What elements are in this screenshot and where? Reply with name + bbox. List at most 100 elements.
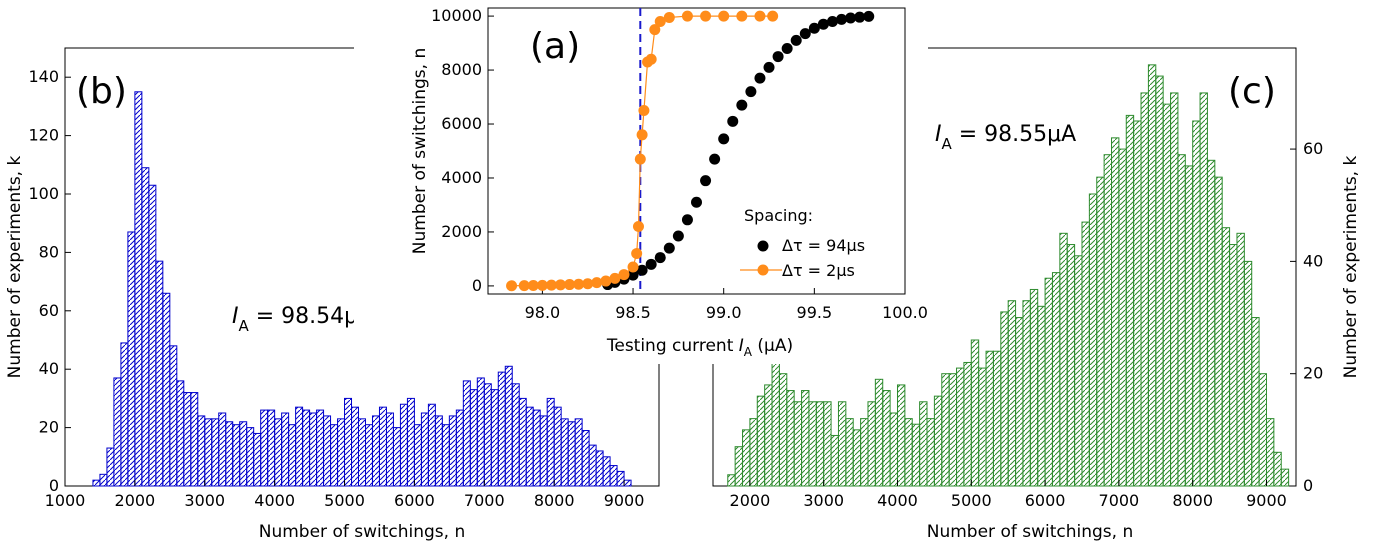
series-94us-point <box>745 86 757 98</box>
panel-b-x-tick-label: 7000 <box>464 491 505 510</box>
panel-a-inset: 98.0 98.5 99.0 99.5 100.0 0 2000 4000 6000 8000 1… <box>354 0 928 364</box>
series-94us-point <box>654 252 666 264</box>
panel-c-bar <box>1000 311 1009 487</box>
panel-b-bar <box>120 342 129 487</box>
panel-b-bar <box>148 184 157 487</box>
panel-b-bar <box>448 415 457 487</box>
series-2us-point <box>600 275 612 287</box>
panel-c-y-axis-title: Number of experiments, k <box>1341 156 1361 379</box>
panel-b-bar <box>455 409 464 487</box>
panel-b-bar <box>239 421 248 487</box>
panel-c-bar <box>1229 244 1238 487</box>
panel-c-bar <box>1221 227 1231 487</box>
panel-a-x-ticks: 98.0 98.5 99.0 99.5 100.0 <box>525 288 928 322</box>
panel-b-bar <box>490 389 499 487</box>
panel-c-bar <box>1044 277 1053 487</box>
panel-c-bar <box>956 367 965 487</box>
panel-c-y-tick-label: 0 <box>1303 476 1313 495</box>
panel-a-y-ticks: 0 2000 4000 6000 8000 10000 <box>431 6 494 295</box>
panel-b-bar <box>609 465 618 487</box>
panel-c-bar <box>1074 255 1083 487</box>
series-94us-point <box>817 18 829 30</box>
panel-b-x-axis-title: Number of switchings, n <box>259 522 465 542</box>
panel-c-bar <box>882 390 891 487</box>
panel-a-frame <box>487 7 906 295</box>
panel-b-bar <box>616 470 625 487</box>
panel-b-y-tick-label: 60 <box>39 301 59 320</box>
series-2us-point <box>645 53 657 65</box>
series-94us-point <box>799 28 811 40</box>
series-2us-point <box>536 279 548 291</box>
panel-c-bar <box>786 390 795 487</box>
panel-c-x-axis-title: Number of switchings, n <box>927 522 1133 542</box>
panel-c-bar <box>1111 137 1120 487</box>
panel-c-bar <box>1214 176 1223 487</box>
panel-b-bar <box>92 479 101 487</box>
panel-c-bar <box>823 401 832 487</box>
panel-c-bar <box>1103 154 1113 487</box>
panel-b-bar <box>427 403 436 487</box>
panel-b-label: (b) <box>76 71 127 112</box>
panel-c-x-tick-label: 9000 <box>1246 491 1287 510</box>
panel-b-x-tick-label: 6000 <box>394 491 435 510</box>
panel-b-bar <box>532 409 541 487</box>
panel-a-y-tick-label: 0 <box>472 276 482 295</box>
panel-b-bar <box>288 424 297 487</box>
panel-c-annotation-subscript: A <box>942 135 953 153</box>
panel-b-bar <box>302 409 311 487</box>
panel-c-bar <box>756 395 766 487</box>
panel-b-bar <box>106 447 115 487</box>
panel-b-bar <box>295 406 304 487</box>
panel-c-bar <box>867 401 876 487</box>
panel-c-bar <box>771 361 780 487</box>
panel-b-bars <box>92 91 632 487</box>
legend-marker-2us <box>757 264 769 276</box>
panel-b-bar <box>595 450 604 487</box>
panel-b-bar <box>204 418 213 487</box>
panel-b-bar <box>232 424 241 487</box>
panel-b-bar <box>267 409 276 487</box>
series-2us-point <box>609 272 621 284</box>
panel-b-bar <box>323 415 332 487</box>
panel-c-y-tick-label: 20 <box>1303 364 1323 383</box>
series-2us-point <box>564 279 576 291</box>
panel-c-x-tick-label: 4000 <box>877 491 918 510</box>
panel-c-bar <box>1051 272 1061 487</box>
panel-b-bar <box>351 406 360 487</box>
panel-b-bar <box>134 91 143 487</box>
panel-b-y-tick-label: 140 <box>28 67 59 86</box>
panel-b-annotation-symbol: I <box>232 304 239 329</box>
series-94us-point <box>681 214 693 226</box>
series-94us-point <box>790 34 802 46</box>
panel-b-bar <box>274 418 283 487</box>
panel-c-bar <box>1258 373 1267 487</box>
panel-a-x-title-symbol: I <box>739 336 744 356</box>
panel-b-bar <box>260 409 269 487</box>
panel-c-bar <box>1280 468 1290 487</box>
panel-c-bar <box>1007 300 1017 487</box>
series-2us-point <box>573 278 585 290</box>
panel-b-bar <box>434 415 443 487</box>
panel-a-y-axis-title: Number of switchings, n <box>410 48 430 254</box>
series-94us-point <box>854 11 866 23</box>
series-2us-point <box>582 278 594 290</box>
panel-b-bar <box>476 377 485 487</box>
panel-a-y-tick-label: 6000 <box>441 114 482 133</box>
panel-c-bar <box>963 361 972 487</box>
panel-a-x-tick-label: 98.5 <box>615 303 651 322</box>
panel-a-x-title-text: Testing current <box>606 336 739 356</box>
panel-c-bar <box>1096 176 1105 487</box>
series-94us-point <box>808 22 820 34</box>
panel-b-x-tick-label: 4000 <box>254 491 295 510</box>
panel-c-bar <box>1199 92 1208 487</box>
panel-c-bars <box>727 64 1290 487</box>
panel-b-bar <box>113 377 122 487</box>
panel-b-x-tick-label: 9000 <box>604 491 645 510</box>
panel-c-x-tick-label: 6000 <box>1025 491 1066 510</box>
series-2us-point <box>518 280 530 292</box>
panel-b-bar <box>602 456 611 487</box>
panel-b-bar <box>525 406 534 487</box>
panel-c-y-tick-label: 40 <box>1303 251 1323 270</box>
panel-a-y-tick-label: 4000 <box>441 168 482 187</box>
